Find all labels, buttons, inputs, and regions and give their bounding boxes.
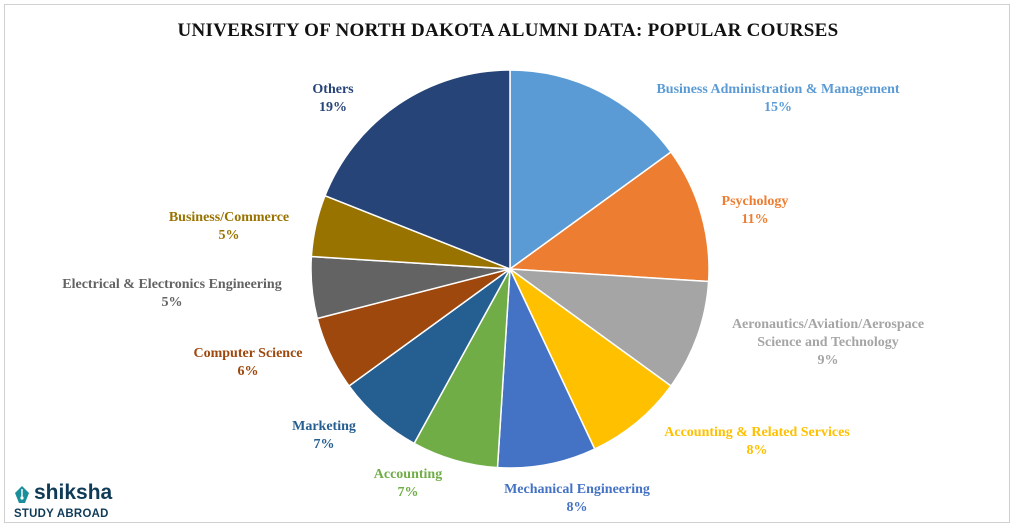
pie-slices [310, 69, 710, 469]
slice-label: Business Administration & Management 15% [656, 82, 899, 115]
pen-nib-icon [15, 486, 29, 503]
pie-slice [507, 268, 710, 388]
shiksha-logo: shiksha STUDY ABROAD [12, 481, 132, 522]
slice-percent: 7% [314, 437, 335, 452]
slice-label: Accounting & Related Services 8% [664, 425, 850, 458]
slice-percent: 5% [219, 228, 240, 243]
slice-label: Business/Commerce 5% [169, 210, 289, 243]
slice-label: Mechanical Engineering 8% [504, 482, 650, 515]
slice-name: Others [312, 82, 354, 97]
pie-labels: Business Administration & Management 15% P… [62, 82, 924, 515]
slice-label: Electrical & Electronics Engineering 5% [62, 277, 281, 310]
pie-slice [323, 69, 511, 271]
slice-label: Marketing 7% [292, 419, 356, 452]
slice-label: Accounting 7% [374, 467, 442, 500]
slice-name: Accounting [374, 467, 442, 482]
slice-label: Psychology 11% [722, 194, 789, 227]
slice-name: Computer Science [194, 346, 303, 361]
slice-name: Business/Commerce [169, 210, 289, 225]
slice-name: Psychology [722, 194, 789, 209]
slice-percent: 6% [238, 364, 259, 379]
slice-name: Marketing [292, 419, 356, 434]
slice-percent: 8% [747, 443, 768, 458]
slice-name: Science and Technology [757, 335, 899, 350]
logo-subtitle: STUDY ABROAD [14, 506, 109, 520]
slice-percent: 7% [398, 485, 419, 500]
slice-label: Others 19% [312, 82, 354, 115]
slice-percent: 11% [741, 212, 768, 227]
pie-slice [509, 268, 673, 451]
slice-label: Computer Science 6% [194, 346, 303, 379]
logo-brand: shiksha [34, 481, 113, 504]
pie-slice [496, 268, 596, 469]
slice-percent: 19% [319, 100, 347, 115]
slice-percent: 8% [567, 500, 588, 515]
slice-name: Electrical & Electronics Engineering [62, 277, 281, 292]
pie-slice [509, 69, 673, 271]
slice-name: Accounting & Related Services [664, 425, 850, 440]
chart-title: UNIVERSITY OF NORTH DAKOTA ALUMNI DATA: … [177, 20, 839, 41]
slice-percent: 9% [818, 353, 839, 368]
slice-name: Aeronautics/Aviation/Aerospace [732, 317, 924, 332]
slice-name: Mechanical Engineering [504, 482, 650, 497]
pie-slice [507, 150, 710, 283]
slice-percent: 5% [162, 295, 183, 310]
slice-name: Business Administration & Management [656, 82, 899, 97]
slice-label: Aeronautics/Aviation/Aerospace Science an… [732, 317, 924, 368]
slice-percent: 15% [764, 100, 792, 115]
